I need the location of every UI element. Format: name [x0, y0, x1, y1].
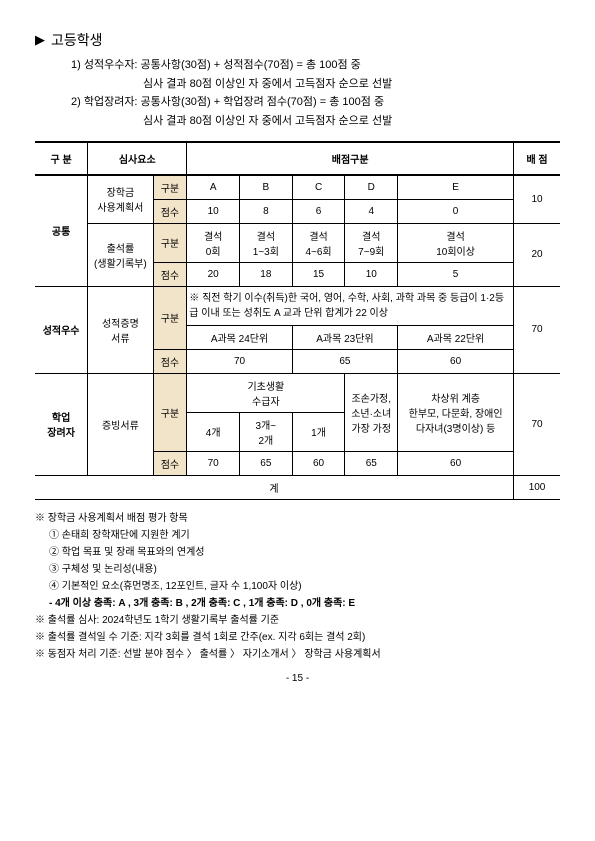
th-gubun: 구 분: [35, 142, 88, 175]
note-line: ③ 구체성 및 논리성(내용): [49, 561, 560, 578]
lbl-jum: 점수: [153, 262, 187, 286]
cell: 1개: [292, 412, 345, 451]
cell: 조손가정, 소년·소녀 가장 가정: [345, 373, 398, 451]
sub-line: 심사 결과 80점 이상인 자 중에서 고득점자 순으로 선발: [143, 75, 560, 94]
lbl-gu: 구분: [153, 175, 187, 200]
table-row: 성적우수 성적증명 서류 구분 ※ 직전 학기 이수(취득)한 국어, 영어, …: [35, 286, 560, 325]
cell: 18: [240, 262, 293, 286]
cell: 4: [345, 199, 398, 223]
table-row: 출석률 (생활기록부) 구분 결석 0회 결석 1~3회 결석 4~6회 결석 …: [35, 223, 560, 262]
total-label: 계: [35, 475, 514, 499]
title-text: 고등학생: [51, 30, 103, 50]
cell: 5: [398, 262, 514, 286]
cell: 결석 1~3회: [240, 223, 293, 262]
cell: 0: [398, 199, 514, 223]
lbl-jum: 점수: [153, 199, 187, 223]
score: 20: [514, 223, 560, 286]
lbl-gu: 구분: [153, 373, 187, 451]
lbl-gu: 구분: [153, 286, 187, 349]
th-factor: 심사요소: [88, 142, 187, 175]
note-line: ※ 장학금 사용계획서 배점 평가 항목: [35, 510, 560, 527]
cell: 10: [345, 262, 398, 286]
lbl-gu: 구분: [153, 223, 187, 262]
factor-supportdoc: 증빙서류: [88, 373, 153, 475]
cell: A과목 22단위: [398, 325, 514, 349]
cell: B: [240, 175, 293, 200]
note-line: - 4개 이상 충족: A , 3개 충족: B , 2개 충족: C , 1개…: [49, 595, 560, 612]
cell: D: [345, 175, 398, 200]
scoring-table: 구 분 심사요소 배점구분 배 점 공통 장학금 사용계획서 구분 A B C …: [35, 141, 560, 500]
score: 70: [514, 373, 560, 475]
table-row: 공통 장학금 사용계획서 구분 A B C D E 10: [35, 175, 560, 200]
cell: 결석 10회이상: [398, 223, 514, 262]
cell: 60: [292, 451, 345, 475]
cell: 60: [398, 451, 514, 475]
cell: 결석 4~6회: [292, 223, 345, 262]
cat-grade: 성적우수: [35, 286, 88, 373]
factor-gradedoc: 성적증명 서류: [88, 286, 153, 373]
cell: 8: [240, 199, 293, 223]
score: 10: [514, 175, 560, 224]
cell: 70: [187, 451, 240, 475]
sub-line: 1) 성적우수자: 공통사항(30점) + 성적점수(70점) = 총 100점…: [71, 56, 560, 75]
lbl-jum: 점수: [153, 451, 187, 475]
cat-support: 학업 장려자: [35, 373, 88, 475]
notes: ※ 장학금 사용계획서 배점 평가 항목 ① 손태희 장학재단에 지원한 계기 …: [35, 510, 560, 663]
cell: A과목 24단위: [187, 325, 292, 349]
page-number: - 15 -: [35, 673, 560, 684]
lbl-jum: 점수: [153, 349, 187, 373]
factor-plan: 장학금 사용계획서: [88, 175, 153, 224]
cell: 15: [292, 262, 345, 286]
cell: E: [398, 175, 514, 200]
note-line: ※ 출석률 결석일 수 기준: 지각 3회를 결석 1회로 간주(ex. 지각 …: [35, 629, 560, 646]
triangle-icon: ▶: [35, 32, 45, 48]
cell: 60: [398, 349, 514, 373]
note-line: ④ 기본적인 요소(휴먼명조, 12포인트, 글자 수 1,100자 이상): [49, 578, 560, 595]
th-alloc: 배점구분: [187, 142, 514, 175]
factor-attend: 출석률 (생활기록부): [88, 223, 153, 286]
sub-line: 2) 학업장려자: 공통사항(30점) + 학업장려 점수(70점) = 총 1…: [71, 93, 560, 112]
cell: C: [292, 175, 345, 200]
grade-note: ※ 직전 학기 이수(취득)한 국어, 영어, 수학, 사회, 과학 과목 중 …: [187, 286, 514, 325]
table-row: 학업 장려자 증빙서류 구분 기초생활 수급자 조손가정, 소년·소녀 가장 가…: [35, 373, 560, 412]
total-row: 계 100: [35, 475, 560, 499]
cell: A: [187, 175, 240, 200]
cell: 20: [187, 262, 240, 286]
section-title: ▶ 고등학생: [35, 30, 560, 50]
sub-list: 1) 성적우수자: 공통사항(30점) + 성적점수(70점) = 총 100점…: [71, 56, 560, 131]
total-value: 100: [514, 475, 560, 499]
cell: 3개~ 2개: [240, 412, 293, 451]
th-score: 배 점: [514, 142, 560, 175]
cell: 70: [187, 349, 292, 373]
cell: 6: [292, 199, 345, 223]
cat-common: 공통: [35, 175, 88, 287]
cell: A과목 23단위: [292, 325, 397, 349]
cell: 65: [240, 451, 293, 475]
note-line: ② 학업 목표 및 장래 목표와의 연계성: [49, 544, 560, 561]
cell: 차상위 계층 한부모, 다문화, 장애인 다자녀(3명이상) 등: [398, 373, 514, 451]
note-line: ※ 출석률 심사: 2024학년도 1학기 생활기록부 출석률 기준: [35, 612, 560, 629]
note-line: ※ 동점자 처리 기준: 선발 분야 점수 〉 출석률 〉 자기소개서 〉 장학…: [35, 646, 560, 663]
sub-line: 심사 결과 80점 이상인 자 중에서 고득점자 순으로 선발: [143, 112, 560, 131]
note-line: ① 손태희 장학재단에 지원한 계기: [49, 527, 560, 544]
cell: 결석 0회: [187, 223, 240, 262]
table-header-row: 구 분 심사요소 배점구분 배 점: [35, 142, 560, 175]
cell: 65: [345, 451, 398, 475]
score: 70: [514, 286, 560, 373]
cell: 기초생활 수급자: [187, 373, 345, 412]
cell: 4개: [187, 412, 240, 451]
cell: 결석 7~9회: [345, 223, 398, 262]
cell: 10: [187, 199, 240, 223]
cell: 65: [292, 349, 397, 373]
